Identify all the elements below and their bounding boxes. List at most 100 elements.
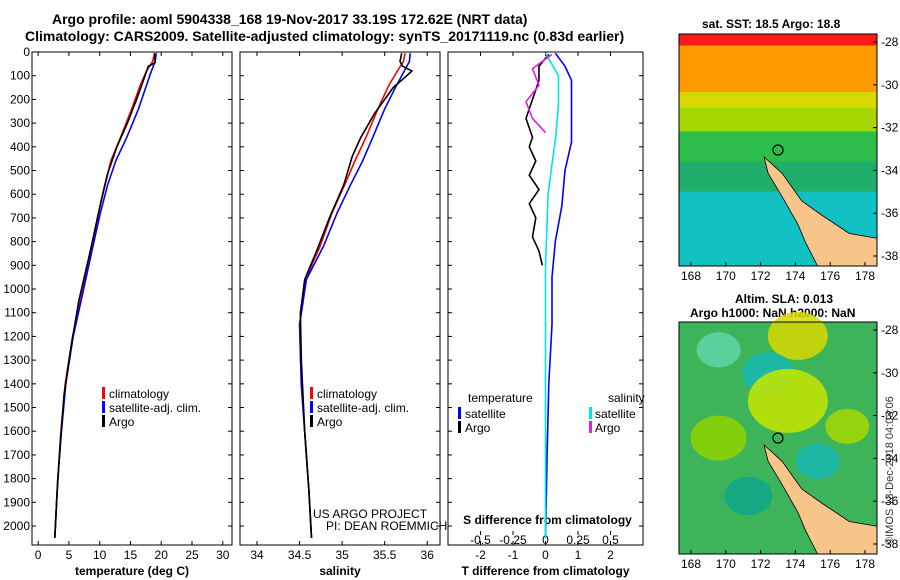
legend-swatch xyxy=(458,407,461,419)
s-tick-label: 0.5 xyxy=(602,533,619,547)
legend-swatch xyxy=(310,387,313,399)
x-tick-label: 36 xyxy=(421,548,435,562)
lat-tick-label: -34 xyxy=(881,451,899,465)
legend-label: satellite-adj. clim. xyxy=(109,401,201,415)
lat-tick-label: -28 xyxy=(881,323,899,337)
legend-label: Argo xyxy=(465,421,491,435)
lon-tick-label: 178 xyxy=(855,557,875,571)
lat-tick-label: -30 xyxy=(881,78,899,92)
lon-tick-label: 176 xyxy=(820,269,840,283)
s-tick-label: -0.25 xyxy=(499,533,527,547)
temperature-frame xyxy=(31,51,233,546)
lat-tick-label: -32 xyxy=(881,409,899,423)
legend-label: Argo xyxy=(317,415,343,429)
y-tick-label: 200 xyxy=(10,92,30,106)
x-tick-label: 5 xyxy=(66,548,73,562)
series-argo xyxy=(299,53,414,538)
series-climatology xyxy=(54,53,156,538)
legend-swatch xyxy=(102,401,105,413)
difference-xlabel: T difference from climatology xyxy=(461,564,629,578)
map-frame xyxy=(678,321,878,555)
y-tick-label: 1700 xyxy=(3,448,30,462)
argo-float-location xyxy=(772,144,784,156)
timestamp-stamp: ©IMOS 13-Dec-2018 04:03:06 xyxy=(884,396,896,545)
salinity-frame xyxy=(239,51,441,546)
x-tick-label: 25 xyxy=(185,548,199,562)
sst-map: sat. SST: 18.5 Argo: 18.8 168 170 172 174 17… xyxy=(678,17,899,283)
legend-label: satellite xyxy=(595,407,636,421)
y-tick-label: 1200 xyxy=(3,329,30,343)
y-tick-label: 1500 xyxy=(3,401,30,415)
s-axis-label: S difference from climatology xyxy=(463,513,632,527)
x-tick-label: 0 xyxy=(35,548,42,562)
credit-project: US ARGO PROJECT xyxy=(313,507,428,521)
lat-tick-label: -38 xyxy=(881,537,899,551)
y-tick-label: 500 xyxy=(10,164,30,178)
y-tick-label: 1800 xyxy=(3,472,30,486)
sst-band xyxy=(679,131,877,162)
figure-title-line2: Climatology: CARS2009. Satellite-adjuste… xyxy=(25,28,624,44)
argo-float-location xyxy=(772,432,784,444)
sla-blob xyxy=(767,311,828,360)
legend-label: climatology xyxy=(109,387,169,401)
map-frame xyxy=(678,33,878,267)
series-satellite-adj-clim- xyxy=(298,53,411,538)
lat-tick-label: -36 xyxy=(881,494,899,508)
series-temperature-satellite xyxy=(544,52,573,538)
s-tick-label: 0.25 xyxy=(566,533,590,547)
sst-band xyxy=(679,92,877,109)
lat-tick-label: -36 xyxy=(881,206,899,220)
x-tick-label: -1 xyxy=(508,548,519,562)
y-tick-label: 300 xyxy=(10,116,30,130)
legend-title-temperature: temperature xyxy=(468,391,533,405)
y-tick-label: 2000 xyxy=(3,519,30,533)
y-tick-label: 400 xyxy=(10,140,30,154)
legend-swatch xyxy=(589,421,592,433)
y-tick-label: 1300 xyxy=(3,353,30,367)
legend-label: satellite-adj. clim. xyxy=(317,401,409,415)
sla-blob xyxy=(724,476,773,516)
legend-label: satellite xyxy=(465,407,506,421)
temperature-xlabel: temperature (deg C) xyxy=(75,564,189,578)
sla-blob xyxy=(747,368,828,433)
s-tick-label: -0.5 xyxy=(470,533,491,547)
x-tick-label: 20 xyxy=(155,548,169,562)
x-tick-label: 15 xyxy=(124,548,138,562)
lon-tick-label: 174 xyxy=(785,557,805,571)
y-tick-label: 600 xyxy=(10,187,30,201)
lon-tick-label: 170 xyxy=(716,269,736,283)
sst-band xyxy=(679,34,877,46)
lat-tick-label: -28 xyxy=(881,35,899,49)
sla-map-title-1: Altim. SLA: 0.013 xyxy=(735,292,833,306)
y-tick-label: 800 xyxy=(10,235,30,249)
temperature-panel: 0100200300400500600700800900100011001200… xyxy=(3,45,233,578)
y-tick-label: 1900 xyxy=(3,495,30,509)
legend-title-salinity: salinity xyxy=(608,391,645,405)
lon-tick-label: 172 xyxy=(751,557,771,571)
series-argo xyxy=(54,53,156,538)
x-tick-label: 35.5 xyxy=(373,548,397,562)
y-tick-label: 0 xyxy=(23,45,30,59)
y-tick-label: 1400 xyxy=(3,377,30,391)
legend-swatch xyxy=(310,401,313,413)
y-tick-label: 700 xyxy=(10,211,30,225)
sst-band xyxy=(679,45,877,92)
lat-tick-label: -32 xyxy=(881,121,899,135)
sla-map: Altim. SLA: 0.013 Argo h1000: NaN h2000:… xyxy=(678,292,899,571)
series-salinity-satellite xyxy=(544,52,560,538)
y-tick-label: 1600 xyxy=(3,424,30,438)
y-tick-label: 1100 xyxy=(4,306,30,320)
legend-swatch xyxy=(102,415,105,427)
lon-tick-label: 170 xyxy=(716,557,736,571)
x-tick-label: 34.5 xyxy=(288,548,312,562)
series-salinity-argo xyxy=(525,53,553,134)
lon-tick-label: 168 xyxy=(681,557,701,571)
x-tick-label: 1 xyxy=(575,548,582,562)
sla-blob xyxy=(795,443,840,479)
legend-swatch xyxy=(458,421,461,433)
x-tick-label: -2 xyxy=(475,548,486,562)
salinity-panel: 34 34.5 35 35.5 36 salinity climatologysatelli… xyxy=(239,51,441,578)
figure-title-line1: Argo profile: aoml 5904338_168 19-Nov-20… xyxy=(52,11,527,27)
series-climatology xyxy=(298,53,406,538)
x-tick-label: 34 xyxy=(250,548,264,562)
